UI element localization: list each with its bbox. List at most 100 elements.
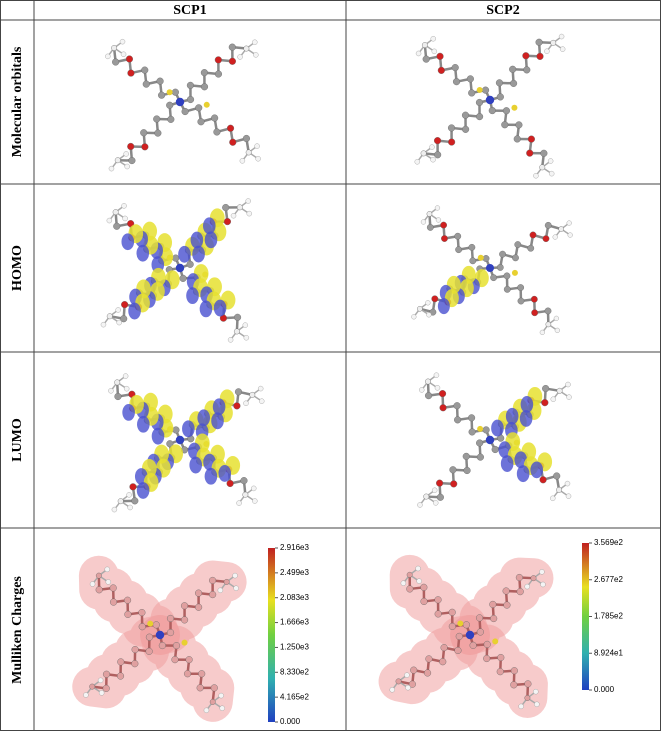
atom — [245, 198, 251, 204]
atom — [448, 622, 456, 630]
orbital-lobe — [500, 455, 514, 472]
colorbar-label: 3.569e2 — [594, 538, 623, 547]
atom — [236, 204, 243, 211]
atom — [468, 414, 476, 422]
column-header: SCP2 — [486, 3, 519, 18]
atom — [186, 81, 194, 89]
atom — [566, 394, 572, 400]
atom — [477, 254, 484, 261]
row-label: LUMO — [10, 418, 25, 462]
atom — [540, 149, 548, 157]
atom — [195, 603, 203, 611]
atom — [140, 129, 148, 137]
atom — [483, 654, 491, 663]
atom — [252, 498, 258, 504]
atom — [240, 477, 248, 485]
atom — [548, 170, 555, 177]
atom — [109, 584, 117, 592]
atom — [83, 692, 89, 698]
atom — [524, 680, 532, 688]
atom — [152, 621, 160, 629]
orbital-lobe — [212, 398, 226, 416]
atom — [203, 707, 210, 714]
atom — [405, 684, 411, 691]
orbital-lobe — [189, 456, 203, 474]
atom — [411, 314, 417, 320]
atom — [186, 260, 194, 268]
atom — [539, 476, 547, 484]
atom — [491, 445, 499, 454]
atom — [108, 388, 114, 394]
orbital-lobe — [202, 217, 216, 235]
atom — [435, 217, 442, 223]
atom — [111, 45, 118, 51]
atom — [416, 578, 422, 584]
atom — [437, 66, 445, 74]
atom — [114, 157, 121, 164]
atom — [223, 578, 230, 585]
atom — [147, 620, 154, 627]
row-label: Molecular orbitals — [10, 46, 25, 157]
atom — [253, 52, 259, 58]
atom — [455, 246, 463, 254]
atom — [195, 589, 203, 597]
atom — [166, 629, 175, 637]
atom — [123, 385, 130, 392]
atom — [252, 39, 258, 45]
atom — [115, 307, 121, 313]
atom — [111, 506, 118, 513]
atom — [454, 416, 462, 424]
atom — [565, 381, 571, 388]
atom — [408, 680, 416, 688]
atom — [209, 698, 216, 705]
atom — [559, 46, 566, 52]
atom — [536, 52, 544, 60]
atom — [430, 156, 436, 163]
atom — [122, 215, 128, 222]
atom — [102, 670, 111, 678]
atom — [242, 134, 250, 143]
atom — [431, 48, 438, 55]
atom — [166, 440, 174, 448]
atom — [440, 644, 448, 652]
atom — [454, 232, 462, 240]
atom — [226, 479, 234, 488]
atom — [450, 480, 458, 488]
atom — [98, 690, 105, 696]
atom — [95, 572, 102, 579]
atom — [198, 670, 206, 678]
atom — [421, 42, 428, 48]
atom — [123, 596, 132, 604]
atom — [516, 588, 524, 596]
atom — [172, 642, 181, 650]
atom — [429, 308, 437, 316]
orbital-lobe — [128, 302, 141, 320]
atom — [449, 466, 457, 474]
atom — [395, 678, 402, 685]
atom — [210, 684, 218, 692]
metal — [465, 630, 475, 640]
atom — [541, 399, 549, 407]
atom — [461, 111, 470, 119]
atom — [556, 387, 563, 394]
atom — [468, 243, 476, 251]
atom — [113, 222, 121, 230]
atom — [431, 295, 439, 303]
orbital-lobe — [197, 409, 211, 427]
molecules — [72, 33, 573, 722]
atom — [453, 402, 461, 410]
molecule — [378, 554, 554, 718]
atom — [431, 487, 438, 493]
orbital-lobe — [519, 410, 533, 427]
atom — [124, 163, 130, 170]
atom — [515, 121, 523, 129]
atom — [138, 623, 146, 631]
atom — [448, 138, 456, 146]
atom — [503, 285, 511, 293]
atom — [463, 466, 471, 475]
atom — [228, 57, 236, 65]
atom — [209, 576, 217, 585]
atom — [425, 655, 433, 663]
orbital-lobe — [211, 412, 224, 430]
orbital-lobe — [186, 287, 199, 305]
